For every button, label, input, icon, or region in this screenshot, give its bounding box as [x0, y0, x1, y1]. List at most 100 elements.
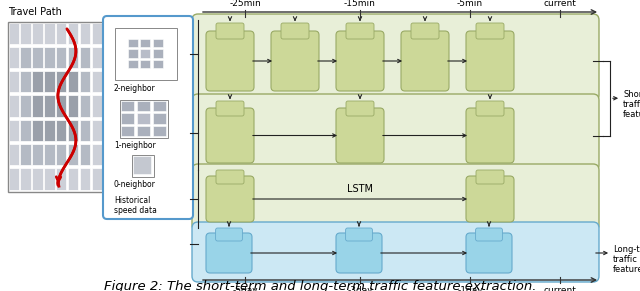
Bar [152, 113, 166, 124]
Bar [115, 49, 125, 58]
Bar [132, 155, 150, 173]
Bar [32, 95, 43, 117]
Bar [32, 47, 43, 68]
Bar [56, 71, 67, 93]
Bar [68, 144, 78, 165]
Bar [20, 47, 31, 68]
Bar [8, 120, 19, 141]
Bar [128, 70, 138, 79]
Bar [128, 29, 138, 37]
Bar [56, 120, 67, 141]
Bar [128, 60, 138, 68]
Text: 1-neighbor: 1-neighbor [114, 141, 156, 150]
Text: -5min: -5min [457, 0, 483, 8]
FancyBboxPatch shape [192, 164, 599, 231]
Bar [56, 47, 67, 68]
FancyBboxPatch shape [192, 14, 599, 101]
Bar [136, 113, 150, 124]
FancyBboxPatch shape [216, 23, 244, 39]
Text: -3day: -3day [347, 286, 373, 291]
FancyBboxPatch shape [192, 222, 599, 282]
Bar [44, 168, 54, 189]
Bar [140, 39, 150, 47]
FancyBboxPatch shape [346, 101, 374, 116]
Bar [115, 70, 125, 79]
Bar [115, 39, 125, 47]
Bar [80, 168, 90, 189]
Bar [20, 95, 31, 117]
FancyBboxPatch shape [271, 31, 319, 91]
Bar [8, 22, 103, 192]
Bar [92, 168, 102, 189]
Text: features: features [613, 265, 640, 274]
Bar [92, 95, 102, 117]
Bar [120, 113, 134, 124]
Bar [56, 22, 67, 44]
FancyBboxPatch shape [466, 31, 514, 91]
Bar [8, 168, 19, 189]
FancyBboxPatch shape [476, 23, 504, 39]
FancyBboxPatch shape [281, 23, 309, 39]
FancyBboxPatch shape [216, 170, 244, 184]
FancyBboxPatch shape [206, 31, 254, 91]
Text: LSTM: LSTM [347, 184, 373, 194]
FancyBboxPatch shape [411, 23, 439, 39]
Text: Figure 2: The short-term and long-term traffic feature extraction.: Figure 2: The short-term and long-term t… [104, 280, 536, 291]
Text: traffic: traffic [623, 100, 640, 109]
Bar [80, 120, 90, 141]
Bar [56, 95, 67, 117]
Bar [20, 71, 31, 93]
Bar [132, 155, 154, 177]
Bar [32, 144, 43, 165]
Bar [44, 144, 54, 165]
Bar [165, 70, 175, 79]
FancyBboxPatch shape [206, 108, 254, 163]
Bar [120, 100, 168, 138]
FancyBboxPatch shape [336, 108, 384, 163]
Bar [115, 29, 125, 37]
Bar [68, 168, 78, 189]
Bar [140, 49, 150, 58]
Bar [80, 22, 90, 44]
FancyBboxPatch shape [476, 101, 504, 116]
Text: -15min: -15min [344, 0, 376, 8]
FancyBboxPatch shape [466, 233, 512, 273]
Bar [44, 95, 54, 117]
Bar [165, 60, 175, 68]
Text: features: features [623, 110, 640, 119]
Bar [44, 47, 54, 68]
Bar [165, 39, 175, 47]
Bar [80, 144, 90, 165]
Bar [8, 95, 19, 117]
Bar [153, 49, 163, 58]
Bar [44, 22, 54, 44]
FancyBboxPatch shape [346, 228, 372, 241]
Bar [115, 28, 177, 80]
Bar [128, 49, 138, 58]
Bar [120, 100, 134, 111]
Bar [80, 47, 90, 68]
FancyBboxPatch shape [206, 176, 254, 222]
Bar [32, 168, 43, 189]
Text: current: current [543, 0, 577, 8]
Bar [32, 71, 43, 93]
Text: traffic: traffic [613, 255, 638, 264]
Bar [32, 22, 43, 44]
Bar [140, 60, 150, 68]
Text: speed data: speed data [114, 206, 157, 215]
FancyBboxPatch shape [336, 233, 382, 273]
Bar [8, 71, 19, 93]
Text: Long-term: Long-term [613, 245, 640, 254]
Bar [68, 71, 78, 93]
FancyBboxPatch shape [401, 31, 449, 91]
Bar [92, 144, 102, 165]
Bar [20, 168, 31, 189]
Bar [8, 22, 19, 44]
Bar [128, 39, 138, 47]
Bar [153, 39, 163, 47]
Bar [152, 100, 166, 111]
Text: Short-term: Short-term [623, 90, 640, 99]
FancyBboxPatch shape [476, 228, 502, 241]
Text: -1day: -1day [457, 286, 483, 291]
FancyBboxPatch shape [206, 233, 252, 273]
